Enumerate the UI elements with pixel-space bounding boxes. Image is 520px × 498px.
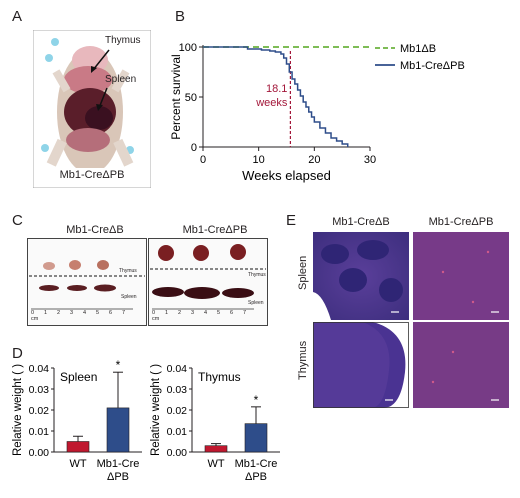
histo-row2-label: Thymus [297,340,309,380]
ruler-number: 4 [204,310,208,316]
mouse-photo: Thymus Spleen Mb1-CreΔPB [32,29,152,189]
x-axis-title: Weeks elapsed [242,168,331,183]
histo-spleen-control [313,232,409,320]
ruler-right: 0 1 2 3 4 5 6 7 cm [152,310,256,324]
organs-right-thymus-label: Thymus [248,272,266,278]
y-tick-label: 0.00 [29,447,50,459]
panel-label-e: E [286,212,297,229]
ruler-number: 6 [109,310,113,316]
histo-thymus-mutant [413,322,509,408]
legend-label-1: Mb1-CreΔPB [400,60,465,72]
spleen-bar-chart: 0.00 0.01 0.02 0.03 0.04 Spleen Relative weigh… [12,358,142,483]
mouse-dissection-illustration [32,29,152,189]
chart-title: Thymus [198,370,241,384]
x-category-label: ΔPB [107,471,129,483]
y-tick-label: 0.03 [29,384,50,396]
organs-left-spleen-label: Spleen [121,294,137,300]
organs-right-spleen-label: Spleen [248,300,264,306]
y-tick-label: 0.00 [167,447,188,459]
x-category-label: Mb1-Cre [97,458,140,470]
spleen-arrow-label: Spleen [105,74,137,85]
ruler-number: 0 [31,310,35,316]
ruler-unit: cm [152,316,160,322]
ruler-number: 2 [178,310,182,316]
median-survival-unit: weeks [255,97,288,109]
x-tick-label: 10 [253,154,265,166]
ruler-number: 3 [70,310,74,316]
bar-0 [66,441,90,453]
ruler-unit: cm [31,316,39,322]
x-category-label: Mb1-Cre [235,458,278,470]
significance-mark-1: * [254,393,259,407]
histo-spleen-mutant [413,232,509,320]
ruler-number: 7 [243,310,247,316]
y-tick-label: 0.04 [29,363,50,375]
panel-label-c: C [12,212,23,229]
ruler-number: 1 [44,310,48,316]
y-axis-title: Relative weight ( ) [150,364,162,456]
histo-thymus-control [313,322,409,408]
survival-chart: 0 50 100 0 10 20 30 Weeks elapsed Percent surviv… [170,42,465,183]
ruler-left: 0 1 2 3 4 5 6 7 cm [31,310,135,324]
y-tick-label: 0 [191,142,197,154]
bar-1 [244,423,268,453]
series-line-1 [203,46,349,147]
y-tick-label: 0.04 [167,363,188,375]
panel-label-a: A [12,8,23,25]
y-axis-title: Relative weight ( ) [12,364,24,456]
ruler-number: 7 [122,310,126,316]
x-tick-label: 0 [200,154,206,166]
y-tick-label: 0.02 [29,405,50,417]
ruler-number: 2 [57,310,61,316]
y-axis-title: Percent survival [170,54,183,139]
x-category-label: WT [207,458,224,470]
chart-title: Spleen [60,370,97,384]
x-tick-label: 20 [308,154,320,166]
x-tick-label: 30 [364,154,376,166]
ruler-number: 4 [83,310,87,316]
ruler-number: 0 [152,310,156,316]
significance-mark-1: * [116,358,121,372]
ruler-number: 1 [165,310,169,316]
histo-row1-label: Spleen [297,255,309,290]
ruler-number: 6 [230,310,234,316]
thymus-arrow-label: Thymus [105,35,141,46]
thymus-bar-chart: 0.00 0.01 0.02 0.03 0.04 Thymus Relative weigh… [150,363,280,483]
median-survival-value: 18.1 [266,83,287,95]
y-tick-label: 0.02 [167,405,188,417]
y-tick-label: 0.03 [167,384,188,396]
organs-photo-left: Thymus Spleen 0 1 2 3 4 5 6 7 cm [27,238,147,326]
y-tick-label: 0.01 [29,426,50,438]
organs-right-title: Mb1-CreΔPB [182,224,248,236]
ruler-number: 5 [96,310,100,316]
legend-label-0: Mb1ΔB [400,43,436,55]
x-category-label: WT [69,458,86,470]
ruler-number: 3 [191,310,195,316]
x-category-label: ΔPB [245,471,267,483]
organs-left-title: Mb1-CreΔB [66,224,124,236]
histo-col1-title: Mb1-CreΔB [332,216,390,228]
histo-col2-title: Mb1-CreΔPB [428,216,494,228]
bar-1 [106,407,130,453]
y-tick-label: 50 [185,92,197,104]
y-tick-label: 100 [179,42,197,54]
panel-label-d: D [12,345,23,362]
panel-label-b: B [175,8,186,25]
organs-photo-right: Thymus Spleen 0 1 2 3 4 5 6 7 cm [148,238,268,326]
photo-caption: Mb1-CreΔPB [59,169,125,181]
y-tick-label: 0.01 [167,426,188,438]
bar-0 [204,445,228,453]
organs-left-thymus-label: Thymus [119,268,137,274]
ruler-number: 5 [217,310,221,316]
